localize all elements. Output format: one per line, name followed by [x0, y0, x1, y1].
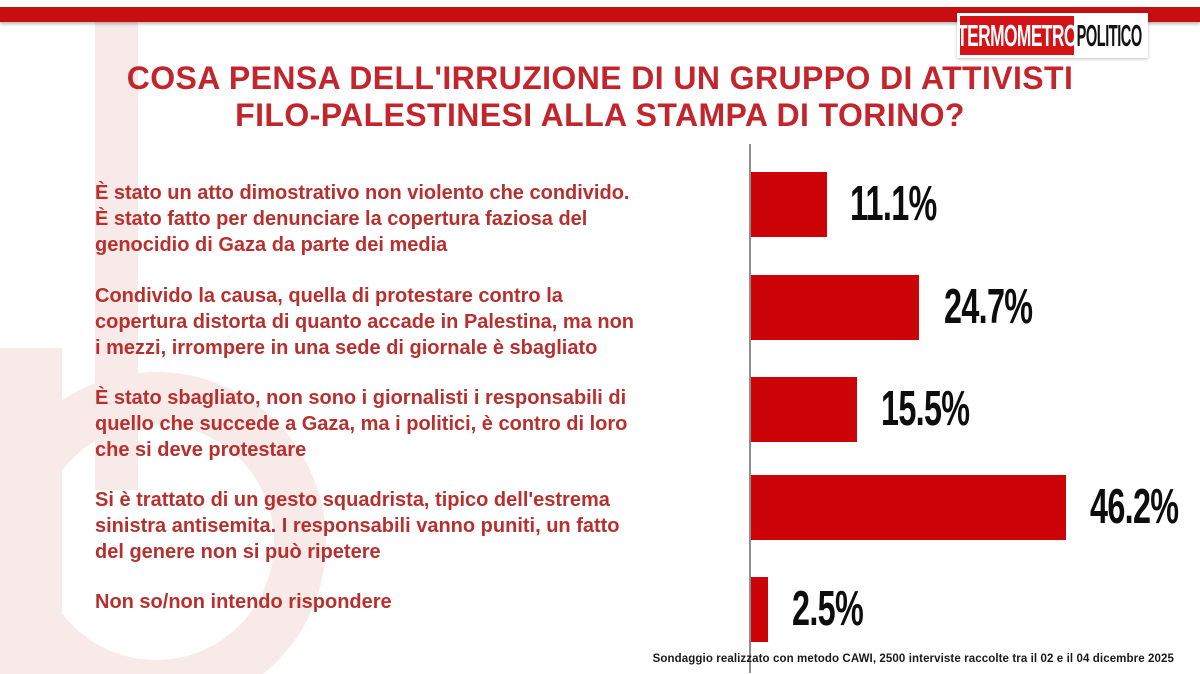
title-line-2: FILO-PALESTINESI ALLA STAMPA DI TORINO?: [235, 97, 965, 133]
answer-label: È stato sbagliato, non sono i giornalist…: [95, 387, 628, 461]
logo-left-text: TERMOMETRO: [960, 17, 1074, 53]
bar-segment: [751, 475, 1066, 540]
answer-label: Si è trattato di un gesto squadrista, ti…: [95, 489, 620, 563]
percent-value: 15.5%: [881, 382, 970, 436]
answer-label: È stato un atto dimostrativo non violent…: [95, 182, 630, 256]
bar-segment: [751, 377, 857, 442]
chart-baseline-axis: [749, 144, 751, 673]
bar-segment: [751, 275, 919, 340]
answer-label: Condivido la causa, quella di protestare…: [95, 285, 635, 359]
logo-right-text: POLITICO: [1076, 17, 1143, 53]
percent-value: 11.1%: [850, 177, 937, 231]
title-line-1: COSA PENSA DELL'IRRUZIONE DI UN GRUPPO D…: [126, 60, 1074, 96]
termometro-politico-logo: TERMOMETRO POLITICO: [957, 13, 1148, 58]
percent-value: 2.5%: [792, 582, 864, 636]
answer-label: Non so/non intendo rispondere: [95, 591, 392, 613]
logo-right-segment: POLITICO: [1074, 16, 1145, 55]
bar-segment: [751, 577, 768, 642]
percent-value: 46.2%: [1090, 480, 1179, 534]
bar-segment: [751, 172, 827, 237]
top-red-band: [0, 7, 1200, 22]
logo-left-segment: TERMOMETRO: [960, 16, 1074, 55]
methodology-footnote: Sondaggio realizzato con metodo CAWI, 25…: [652, 653, 1174, 665]
percent-value: 24.7%: [944, 280, 1033, 334]
page-title: COSA PENSA DELL'IRRUZIONE DI UN GRUPPO D…: [0, 60, 1200, 134]
